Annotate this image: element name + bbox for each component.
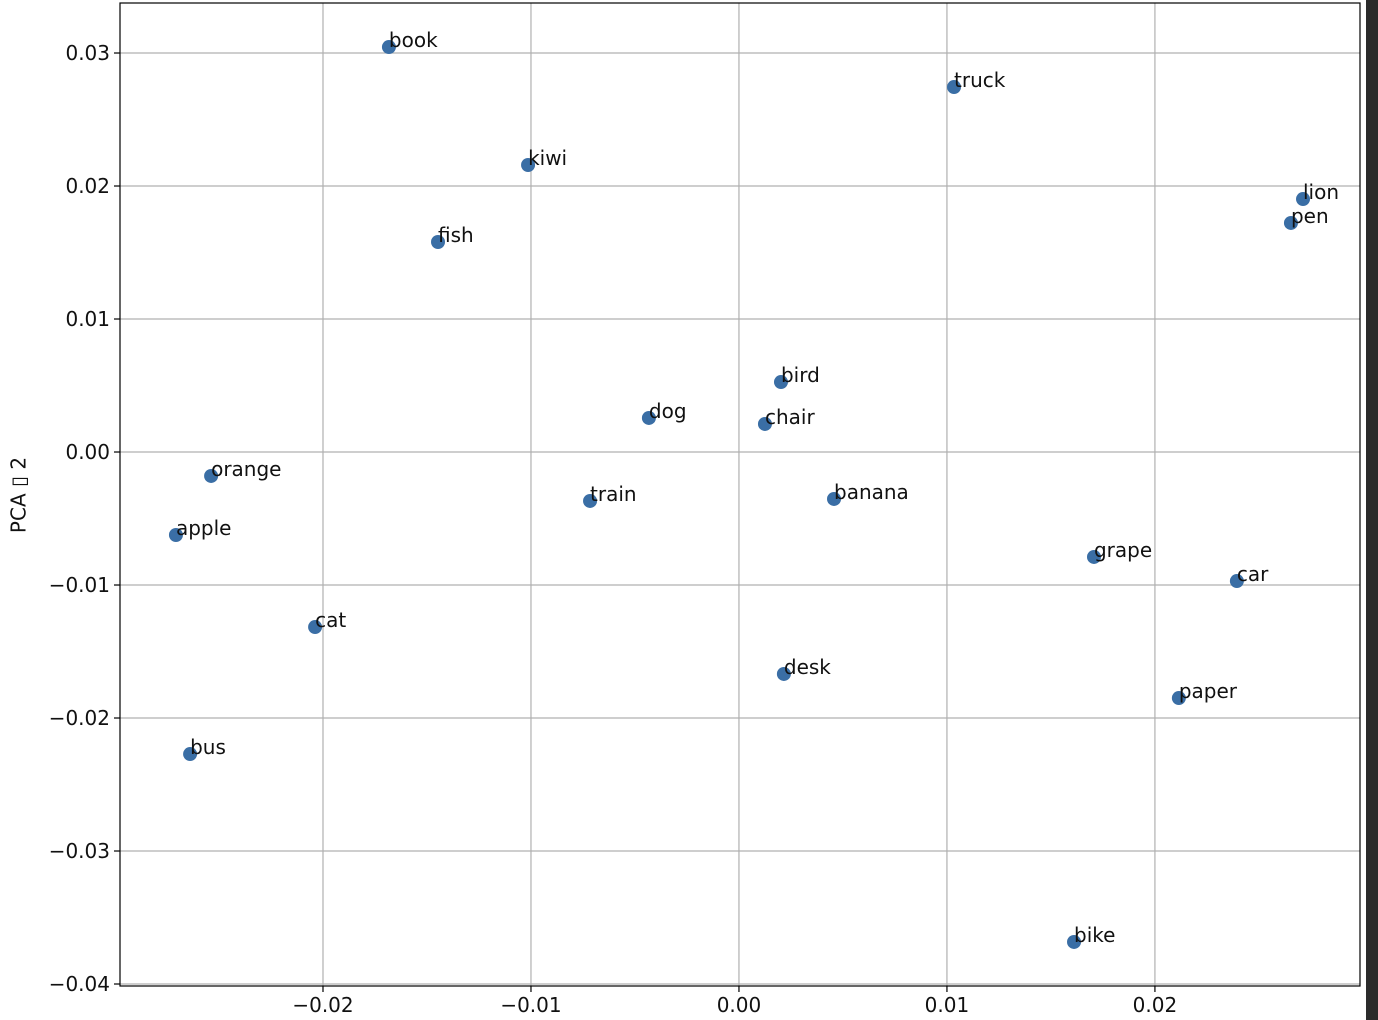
point-label: dog	[649, 399, 687, 423]
y-tick-label: 0.01	[65, 307, 110, 331]
point	[1086, 549, 1101, 564]
point-label: book	[389, 28, 438, 52]
point-label: train	[590, 482, 637, 506]
point	[381, 40, 396, 55]
y-tick-label: −0.04	[49, 972, 110, 996]
point	[1067, 934, 1082, 949]
window-edge	[1366, 0, 1378, 1020]
point	[773, 375, 788, 390]
point	[183, 747, 198, 762]
point-label: car	[1237, 562, 1269, 586]
point	[1229, 574, 1244, 589]
x-tick-label: 0.01	[925, 993, 970, 1017]
point	[776, 666, 791, 681]
point	[204, 468, 219, 483]
x-tick-label: 0.00	[717, 993, 762, 1017]
point-label: pen	[1291, 204, 1329, 228]
point-label: cat	[315, 608, 346, 632]
point-label: kiwi	[528, 146, 567, 170]
plot-frame	[119, 2, 1361, 987]
point-label: paper	[1179, 679, 1238, 703]
point-label: desk	[784, 655, 831, 679]
x-tick-label: −0.02	[292, 993, 353, 1017]
point	[757, 416, 772, 431]
point-label: chair	[765, 405, 815, 429]
point-label: apple	[176, 516, 232, 540]
point	[1296, 192, 1311, 207]
point	[308, 620, 323, 635]
point	[431, 235, 446, 250]
point	[1171, 691, 1186, 706]
y-tick-label: −0.03	[49, 839, 110, 863]
point-label: grape	[1094, 538, 1152, 562]
y-axis-label: PCA ▯ 2	[7, 457, 31, 533]
point-label: bird	[781, 363, 820, 387]
point	[947, 80, 962, 95]
y-tick-label: 0.00	[65, 440, 110, 464]
point	[168, 527, 183, 542]
y-tick-label: −0.01	[49, 573, 110, 597]
point	[1283, 215, 1298, 230]
point-label: bike	[1074, 923, 1115, 947]
point	[521, 157, 536, 172]
point-label: orange	[211, 457, 281, 481]
y-tick-label: 0.02	[65, 174, 110, 198]
point	[827, 491, 842, 506]
x-tick-label: 0.02	[1133, 993, 1178, 1017]
point-label: lion	[1303, 180, 1339, 204]
point	[583, 493, 598, 508]
y-tick-label: −0.02	[49, 706, 110, 730]
point-label: fish	[438, 223, 474, 247]
y-tick-label: 0.03	[65, 41, 110, 65]
point-label: bus	[190, 735, 226, 759]
x-tick-label: −0.01	[500, 993, 561, 1017]
point-label: banana	[834, 480, 909, 504]
point-label: truck	[954, 68, 1006, 92]
point	[641, 410, 656, 425]
